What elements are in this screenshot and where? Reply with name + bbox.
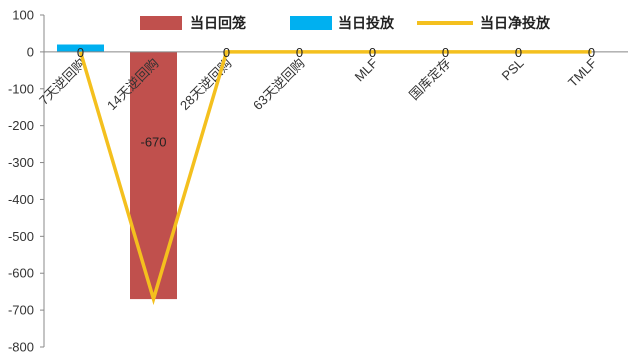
category-label-4: MLF [352, 55, 381, 84]
y-tick-label-1: 0 [27, 44, 34, 59]
category-label-6: PSL [499, 55, 527, 83]
y-tick-label-7: -600 [8, 266, 34, 281]
bars-layer [57, 44, 177, 300]
y-tick-label-3: -200 [8, 118, 34, 133]
bar-injection-0 [57, 44, 104, 52]
legend-swatch-injection [290, 16, 332, 30]
category-label-2: 28天逆回购 [177, 55, 235, 113]
line-data-label-7: 0 [588, 45, 595, 60]
line-data-label-4: 0 [369, 45, 376, 60]
legend-label-withdrawal: 当日回笼 [190, 15, 246, 31]
category-label-5: 国库定存 [406, 55, 453, 102]
axes-layer: 1000-100-200-300-400-500-600-700-8007天逆回… [8, 8, 628, 355]
line-data-label-5: 0 [442, 45, 449, 60]
y-tick-label-5: -400 [8, 192, 34, 207]
line-layer [78, 50, 592, 306]
labels-layer: 0 0 0 0 0 0 0 -670 [77, 45, 595, 150]
category-label-7: TMLF [565, 55, 600, 90]
bar-withdrawal-1 [130, 51, 177, 300]
legend-label-injection: 当日投放 [338, 15, 395, 31]
y-tick-label-0: 100 [12, 8, 34, 23]
line-data-label-6: 0 [515, 45, 522, 60]
legend-swatch-withdrawal [140, 16, 182, 30]
net-injection-line [78, 50, 592, 306]
legend: 当日回笼 当日投放 当日净投放 [140, 15, 551, 31]
y-tick-label-2: -100 [8, 81, 34, 96]
line-data-label-0: 0 [77, 45, 84, 60]
y-tick-label-9: -800 [8, 340, 34, 355]
line-data-label-2: 0 [223, 45, 230, 60]
y-tick-label-4: -300 [8, 155, 34, 170]
y-tick-label-6: -500 [8, 229, 34, 244]
y-tick-label-8: -700 [8, 303, 34, 318]
bar-data-label-1: -670 [140, 134, 166, 149]
line-data-label-3: 0 [296, 45, 303, 60]
legend-label-net-injection: 当日净投放 [480, 15, 551, 31]
category-label-3: 63天逆回购 [250, 55, 308, 113]
